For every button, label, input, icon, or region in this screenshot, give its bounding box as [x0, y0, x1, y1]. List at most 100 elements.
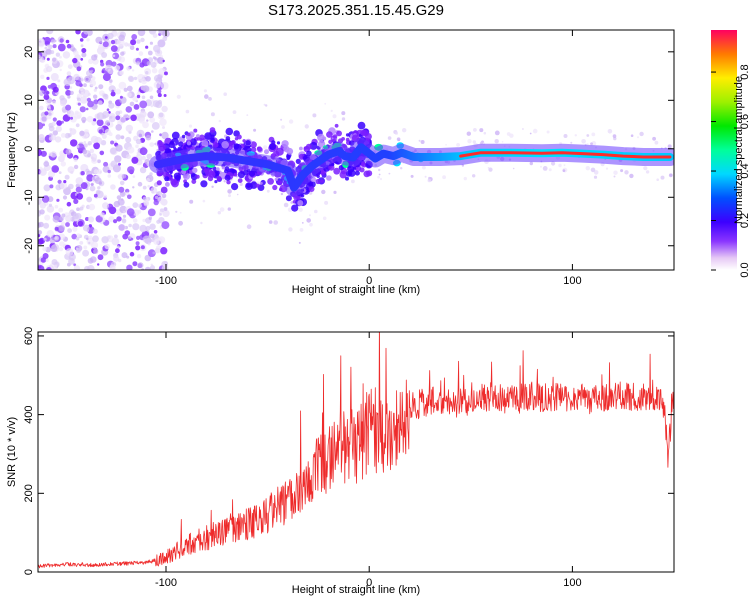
spectrogram-speckle-dot [132, 218, 138, 223]
spectrogram-speckle-dot [233, 172, 238, 177]
spectrogram-speckle-dot [315, 178, 321, 185]
spectrogram-speckle-dot [39, 202, 47, 209]
spectrogram-speckle-dot [145, 71, 149, 75]
spectrogram-speckle-dot [225, 136, 231, 141]
spectrogram-speckle-dot [126, 66, 131, 71]
spectrogram-speckle-dot [211, 185, 214, 188]
spectrogram-speckle-dot [152, 33, 158, 38]
spectrogram-speckle-dot [345, 133, 350, 137]
spectrogram-speckle-dot [107, 32, 114, 40]
spectrogram-speckle-dot [48, 125, 55, 132]
spectrogram-speckle-dot [111, 237, 120, 246]
spectrogram-speckle-dot [119, 70, 124, 76]
spectrogram-speckle-dot [223, 180, 226, 183]
spectrogram-speckle-dot [41, 90, 45, 93]
spectrogram-speckle-dot [159, 213, 162, 216]
spectrogram-speckle-dot [574, 134, 577, 137]
spectrogram-speckle-dot [98, 84, 104, 90]
spectrogram-speckle-dot [494, 130, 500, 136]
spectrogram-speckle-dot [110, 91, 116, 97]
spectrogram-speckle-dot [483, 131, 487, 135]
spectrogram-y-tick-label: 10 [23, 94, 35, 106]
spectrogram-speckle-dot [551, 161, 556, 166]
spectrogram-speckle-dot [109, 264, 116, 270]
spectrogram-speckle-dot [65, 148, 72, 155]
spectrogram-speckle-dot [226, 180, 231, 185]
spectrogram-speckle-dot [133, 104, 140, 110]
colorbar-tick-label: 0.8 [739, 64, 750, 79]
spectrogram-speckle-dot [212, 141, 219, 148]
spectrogram-y-tick-label: -20 [23, 238, 35, 254]
spectrogram-speckle-dot [132, 96, 138, 102]
spectrogram-speckle-dot [163, 94, 167, 97]
spectrogram-speckle-dot [331, 162, 335, 167]
spectrogram-speckle-dot [280, 118, 283, 121]
spectrogram-speckle-dot [297, 200, 304, 206]
spectrogram-speckle-dot [131, 34, 138, 40]
spectrogram-speckle-dot [164, 176, 170, 182]
spectrogram-speckle-dot [89, 148, 95, 154]
spectrogram-speckle-dot [115, 124, 122, 131]
spectrogram-speckle-dot [63, 78, 72, 86]
spectrogram-speckle-dot [118, 81, 127, 90]
spectrogram-speckle-dot [210, 112, 215, 117]
spectrogram-speckle-dot [113, 219, 118, 224]
spectrogram-speckle-dot [44, 214, 51, 221]
spectrogram-speckle-dot [136, 254, 142, 259]
spectrogram-speckle-dot [187, 132, 191, 137]
spectrogram-speckle-dot [142, 185, 147, 190]
spectrogram-speckle-dot [112, 52, 120, 60]
spectrogram-speckle-dot [151, 130, 154, 133]
spectrogram-speckle-dot [43, 36, 51, 45]
spectrogram-speckle-dot [246, 183, 251, 189]
spectrogram-speckle-dot [79, 86, 84, 91]
spectrogram-speckle-dot [69, 128, 77, 135]
spectrogram-speckle-dot [46, 205, 55, 213]
spectrogram-speckle-dot [39, 166, 43, 170]
spectrogram-speckle-dot [156, 219, 161, 224]
spectrogram-speckle-dot [147, 242, 151, 246]
spectrogram-speckle-dot [148, 216, 152, 220]
spectrogram-speckle-dot [445, 144, 447, 146]
spectrogram-speckle-dot [667, 144, 672, 149]
spectrogram-speckle-dot [188, 124, 193, 128]
spectrogram-speckle-dot [75, 177, 84, 185]
spectrogram-speckle-dot [43, 94, 50, 100]
spectrogram-speckle-dot [108, 113, 116, 120]
spectrogram-speckle-dot [130, 114, 137, 122]
spectrogram-speckle-dot [50, 39, 56, 44]
spectrogram-speckle-dot [402, 128, 407, 133]
spectrogram-speckle-dot [82, 149, 88, 155]
spectrogram-speckle-dot [145, 45, 149, 49]
spectrogram-speckle-dot [128, 223, 132, 228]
spectrogram-speckle-dot [341, 137, 345, 141]
spectrogram-speckle-dot [144, 266, 151, 270]
spectrogram-speckle-dot [141, 95, 146, 100]
spectrogram-speckle-dot [136, 94, 141, 99]
spectrogram-speckle-dot [147, 111, 155, 119]
spectrogram-speckle-dot [339, 171, 347, 179]
spectrogram-speckle-dot [147, 184, 150, 188]
spectrogram-speckle-dot [156, 191, 163, 197]
spectrogram-speckle-dot [46, 30, 54, 35]
spectrogram-speckle-dot [306, 150, 312, 157]
spectrogram-speckle-dot [48, 203, 53, 207]
spectrogram-speckle-dot [39, 90, 43, 94]
spectrogram-speckle-dot [242, 139, 246, 143]
spectrogram-speckle-dot [113, 200, 121, 208]
spectrogram-speckle-dot [140, 37, 145, 43]
spectrogram-speckle-dot [111, 61, 117, 67]
spectrogram-speckle-dot [72, 226, 78, 232]
spectrogram-speckle-dot [394, 131, 398, 135]
snr-panel: -100 0 100 0 200 400 600 Height of straight li… [6, 327, 675, 596]
spectrogram-speckle-dot [142, 218, 146, 223]
spectrogram-speckle-dot [46, 44, 50, 48]
spectrogram-speckle-dot [253, 128, 257, 132]
spectrogram-speckle-dot [281, 140, 289, 148]
spectrogram-speckle-dot [137, 181, 143, 187]
spectrogram-speckle-dot [80, 182, 88, 190]
spectrogram-speckle-dot [92, 118, 97, 122]
spectrogram-speckle-dot [58, 207, 64, 213]
spectrogram-speckle-dot [233, 143, 240, 150]
